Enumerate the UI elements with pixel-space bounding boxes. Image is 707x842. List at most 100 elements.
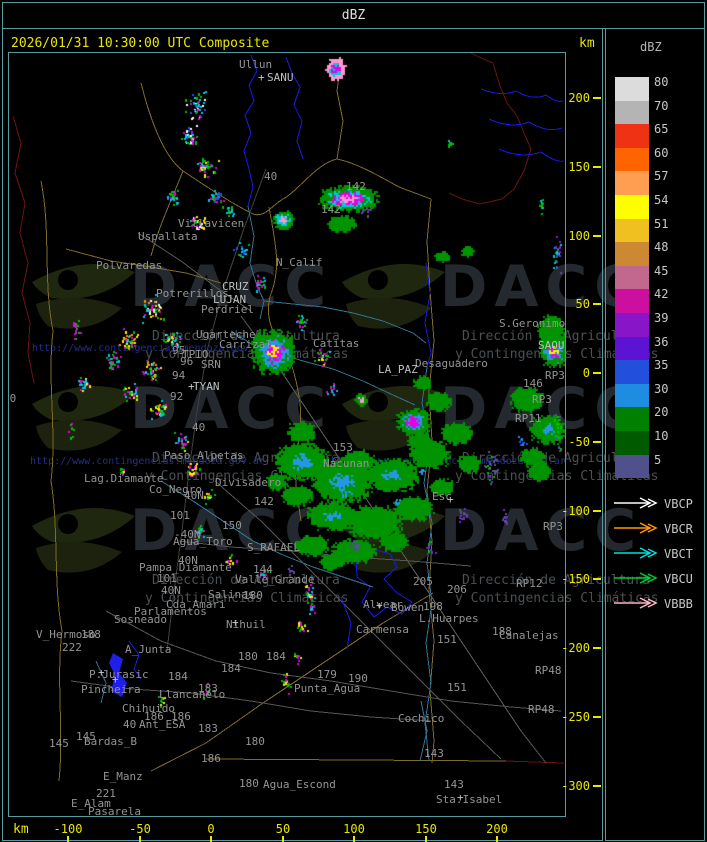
map-label: Carmensa [356, 623, 409, 636]
map-label: RP12 [516, 577, 543, 590]
map-label: 145 [49, 737, 69, 750]
map-label: Catitas [313, 337, 360, 350]
y-axis-tick-label: -100 [561, 504, 590, 518]
map-cross-marker: + [447, 493, 454, 506]
map-label: 94 [172, 369, 186, 382]
x-axis-tick-label: 150 [415, 822, 437, 836]
colorbar-value: 65 [654, 122, 669, 137]
map-label: Sta.Isabel [436, 793, 503, 806]
x-axis-tick [496, 836, 498, 842]
colorbar-value: 30 [654, 381, 669, 396]
colorbar-swatch [615, 407, 649, 431]
y-axis-tick [593, 303, 601, 305]
map-label: 183 [198, 682, 218, 695]
map-label: RP48 [535, 664, 562, 677]
colorbar-swatch [615, 431, 649, 455]
map-label: 184 [168, 670, 188, 683]
map-label: SAOU [538, 339, 565, 352]
colorbar-swatch [615, 147, 649, 172]
map-label: RP11 [515, 412, 542, 425]
legend-item-vbcp: VBCP [612, 496, 704, 511]
x-axis-tick [353, 836, 355, 842]
map-label: Parlamentos [134, 605, 207, 618]
map-label: Agua_Toro [173, 535, 233, 548]
map-label: Carrizal [219, 338, 272, 351]
radar-echo-canvas [9, 53, 565, 816]
legend-arrow-icon [614, 522, 658, 534]
y-axis-tick-label: -200 [561, 641, 590, 655]
y-axis-tick [593, 235, 601, 237]
map-cross-marker: + [188, 380, 195, 393]
x-axis-tick-label: 50 [275, 822, 291, 836]
y-axis-tick-label: 0 [582, 366, 590, 380]
map-label: 153 [333, 441, 353, 454]
map-label: Ullun [239, 58, 273, 71]
map-label: Uspallata [138, 230, 198, 243]
map-label: Punta_Agua [294, 682, 361, 695]
colorbar-value: 20 [654, 405, 669, 420]
x-axis-tick-label: 200 [486, 822, 508, 836]
map-label: Co_Negro [149, 483, 202, 496]
y-axis-tick-label: -50 [568, 435, 590, 449]
map-label: 151 [437, 633, 457, 646]
map-label: 186 [201, 752, 221, 765]
colorbar-swatch [615, 454, 649, 479]
window-title: dBZ [341, 8, 366, 23]
map-label: 143 [444, 778, 464, 791]
legend-arrow-icon [614, 572, 658, 584]
map-label: Perdriel [201, 303, 254, 316]
y-axis-tick [593, 97, 601, 99]
map-label: 150 [222, 519, 242, 532]
y-axis-tick [593, 166, 601, 168]
map-label: TYAN [193, 380, 220, 393]
x-axis-tick [139, 836, 141, 842]
map-cross-marker: + [457, 791, 464, 804]
map-label: 142 [321, 203, 341, 216]
map-label: Cochico [398, 712, 445, 725]
legend-label: VBCR [664, 522, 693, 536]
map-label: 184 [266, 650, 286, 663]
map-label: 142 [346, 180, 366, 193]
colorbar-swatch [615, 242, 649, 266]
map-label: RP3 [543, 520, 563, 533]
map-label: E_Manz [103, 770, 143, 783]
map-label: Canalejas [499, 629, 559, 642]
map-label: P.Jurasic [89, 668, 149, 681]
map-label: 40 [123, 718, 137, 731]
y-axis-tick [593, 647, 601, 649]
x-axis-tick [282, 836, 284, 842]
map-label: 188 [492, 625, 512, 638]
map-label: 183 [198, 722, 218, 735]
colorbar-value: 45 [654, 263, 669, 278]
legend-arrow-icon [614, 547, 658, 559]
map-label: 186 [171, 710, 191, 723]
map-label: Bardas_B [84, 735, 137, 748]
x-axis-tick [67, 836, 69, 842]
map-label: SRN [201, 358, 221, 371]
map-cross-marker: + [98, 666, 105, 679]
colorbar-swatch [615, 336, 649, 361]
colorbar-swatch [615, 313, 649, 337]
map-label: 145 [76, 730, 96, 743]
colorbar-panel: dBZ 80 70 65 60 57 54 51 48 45 42 39 36 35 30 20 10 5 VB… [605, 28, 705, 841]
map-label: 184 [221, 662, 241, 675]
map-label: Potrerillos [156, 287, 229, 300]
map-label: Divisadero [215, 476, 282, 489]
map-label: 101 [170, 509, 190, 522]
map-label: Nacunan [323, 457, 370, 470]
legend-label: VBCU [664, 572, 693, 586]
legend-label: VBCT [664, 547, 693, 561]
map-label: 198 [423, 600, 443, 613]
map-label: Lag.Diamante [84, 472, 164, 485]
map-label: 180 [238, 650, 258, 663]
legend-item-vbct: VBCT [612, 546, 704, 561]
map-label: Villavicen [178, 217, 245, 230]
map-label: Valle_Grande [235, 573, 315, 586]
map-label: Nihuil [226, 618, 266, 631]
map-label: E_Alam [71, 797, 111, 810]
map-label: RP48 [528, 703, 555, 716]
map-label: 40N [161, 584, 181, 597]
map-label: Esc [432, 490, 452, 503]
map-label: RP3 [532, 393, 552, 406]
map-label: LUJAN [213, 293, 247, 306]
